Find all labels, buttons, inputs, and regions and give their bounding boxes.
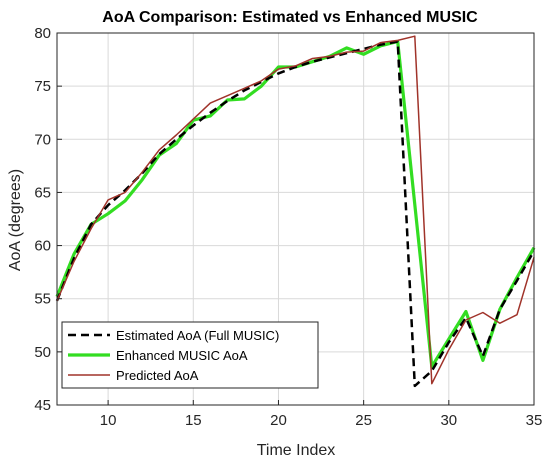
chart-title: AoA Comparison: Estimated vs Enhanced MU… (102, 9, 478, 26)
y-tick-label: 80 (34, 25, 51, 42)
series-layer (55, 35, 536, 388)
y-tick-label: 60 (34, 238, 51, 255)
x-tick-label: 30 (440, 412, 457, 429)
y-tick-label: 70 (34, 131, 51, 148)
x-tick-label: 25 (355, 412, 372, 429)
legend-label-predicted-aoa: Predicted AoA (116, 368, 199, 383)
y-tick-label: 50 (34, 344, 51, 361)
x-tick-label: 10 (100, 412, 117, 429)
x-tick-label: 35 (526, 412, 543, 429)
y-tick-label: 75 (34, 78, 51, 95)
x-axis-label: Time Index (257, 442, 336, 459)
legend-label-estimated-aoa: Estimated AoA (Full MUSIC) (116, 328, 279, 343)
y-tick-label: 65 (34, 184, 51, 201)
x-tick-label: 20 (270, 412, 287, 429)
y-tick-label: 55 (34, 291, 51, 308)
series-line-predicted-aoa (56, 35, 535, 385)
x-tick-label: 15 (185, 412, 202, 429)
axis-ticks: 10 15 20 25 30 35 45 50 55 60 65 70 75 80 (34, 25, 542, 429)
y-axis-label: AoA (degrees) (7, 169, 24, 271)
legend-label-enhanced-music-aoa: Enhanced MUSIC AoA (116, 348, 248, 363)
legend: Estimated AoA (Full MUSIC) Enhanced MUSIC… (61, 321, 319, 389)
y-tick-label: 45 (34, 397, 51, 414)
axes-frame (56, 32, 535, 406)
